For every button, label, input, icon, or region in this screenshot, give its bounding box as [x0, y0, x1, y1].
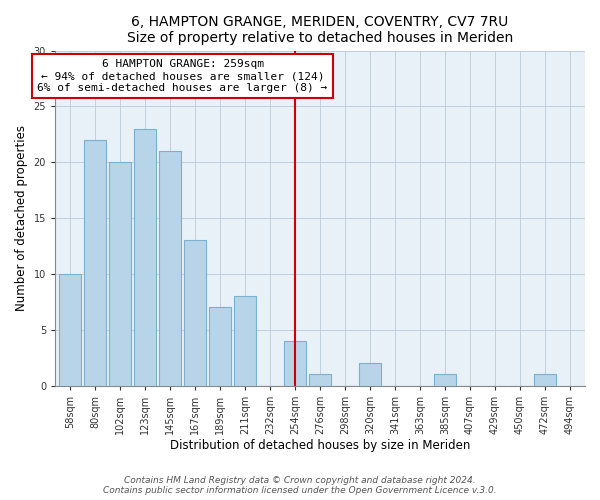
Text: 6 HAMPTON GRANGE: 259sqm
← 94% of detached houses are smaller (124)
6% of semi-d: 6 HAMPTON GRANGE: 259sqm ← 94% of detach…	[37, 60, 328, 92]
Bar	[59, 274, 81, 386]
Bar	[109, 162, 131, 386]
Bar	[85, 140, 106, 386]
Text: Contains HM Land Registry data © Crown copyright and database right 2024.
Contai: Contains HM Land Registry data © Crown c…	[103, 476, 497, 495]
X-axis label: Distribution of detached houses by size in Meriden: Distribution of detached houses by size …	[170, 440, 470, 452]
Bar	[310, 374, 331, 386]
Bar	[209, 308, 230, 386]
Bar	[535, 374, 556, 386]
Bar	[134, 128, 155, 386]
Bar	[160, 151, 181, 386]
Bar	[235, 296, 256, 386]
Bar	[284, 341, 305, 386]
Y-axis label: Number of detached properties: Number of detached properties	[15, 125, 28, 311]
Bar	[434, 374, 455, 386]
Title: 6, HAMPTON GRANGE, MERIDEN, COVENTRY, CV7 7RU
Size of property relative to detac: 6, HAMPTON GRANGE, MERIDEN, COVENTRY, CV…	[127, 15, 513, 45]
Bar	[359, 363, 380, 386]
Bar	[184, 240, 206, 386]
